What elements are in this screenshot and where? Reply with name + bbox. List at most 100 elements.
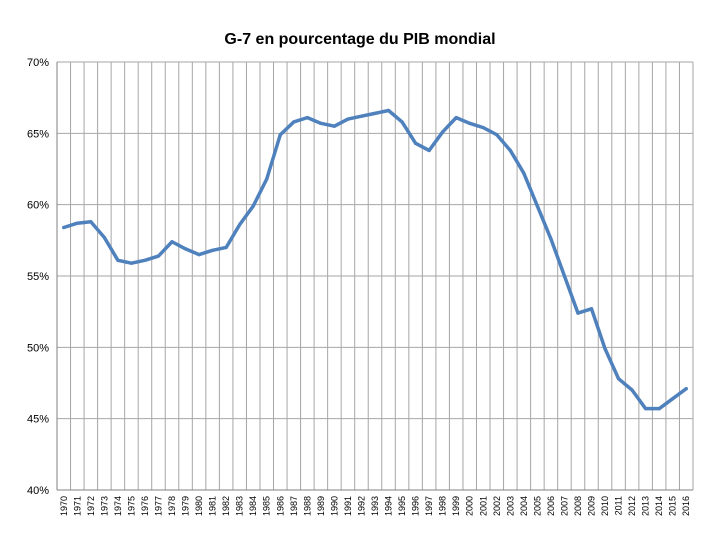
data-point bbox=[562, 274, 567, 278]
data-point bbox=[644, 407, 648, 411]
x-tick-label: 1971 bbox=[72, 496, 82, 516]
data-point bbox=[522, 171, 526, 175]
series-line bbox=[62, 108, 688, 411]
x-tick-label: 1982 bbox=[221, 496, 231, 516]
x-tick-label: 1990 bbox=[329, 496, 339, 516]
data-point bbox=[481, 126, 485, 130]
x-axis-tick-labels: 1970 1971 1972 1973 1974 1975 1976 1977 1978 1979… bbox=[59, 496, 691, 516]
x-tick-label: 1975 bbox=[126, 496, 136, 516]
data-point bbox=[400, 120, 404, 124]
data-point bbox=[671, 397, 675, 401]
data-point bbox=[684, 387, 688, 391]
data-point bbox=[129, 261, 134, 265]
data-point bbox=[589, 307, 594, 311]
data-point bbox=[89, 220, 93, 224]
y-tick-label: 70% bbox=[27, 57, 49, 69]
data-point bbox=[373, 111, 377, 115]
data-point bbox=[156, 254, 161, 258]
plot-area bbox=[56, 62, 693, 491]
data-point bbox=[657, 407, 661, 411]
x-tick-label: 1988 bbox=[302, 496, 312, 516]
x-tick-label: 2010 bbox=[600, 496, 610, 516]
data-point bbox=[441, 130, 445, 134]
x-tick-label: 1980 bbox=[194, 496, 204, 516]
x-tick-label: 2005 bbox=[532, 496, 542, 516]
x-tick-label: 1978 bbox=[167, 496, 177, 516]
x-tick-label: 2016 bbox=[681, 496, 691, 516]
x-tick-label: 1976 bbox=[140, 496, 150, 516]
data-point bbox=[197, 253, 201, 257]
x-tick-label: 1998 bbox=[438, 496, 448, 516]
x-tick-label: 2000 bbox=[465, 496, 475, 516]
y-tick-label: 55% bbox=[27, 271, 49, 283]
x-tick-label: 2009 bbox=[587, 496, 597, 516]
data-point bbox=[508, 148, 512, 153]
x-tick-label: 1973 bbox=[99, 496, 109, 516]
x-tick-label: 1996 bbox=[411, 496, 421, 516]
data-point bbox=[359, 114, 364, 118]
chart-title: G-7 en pourcentage du PIB mondial bbox=[224, 31, 495, 48]
x-tick-label: 1972 bbox=[86, 496, 96, 516]
x-tick-label: 1979 bbox=[181, 496, 191, 516]
data-point bbox=[630, 388, 634, 392]
x-tick-label: 2006 bbox=[546, 496, 556, 516]
x-tick-label: 2002 bbox=[492, 496, 502, 516]
x-tick-label: 1977 bbox=[153, 496, 163, 516]
x-tick-label: 1984 bbox=[248, 496, 258, 516]
data-point bbox=[278, 133, 282, 137]
data-point bbox=[224, 245, 228, 250]
x-tick-label: 2007 bbox=[559, 496, 569, 516]
y-tick-label: 60% bbox=[27, 200, 49, 212]
y-axis-tick-labels: 40% 45% 50% 55% 60% 65% 70% bbox=[27, 57, 49, 497]
data-point bbox=[413, 141, 418, 145]
y-tick-label: 50% bbox=[27, 342, 49, 354]
x-tick-label: 2015 bbox=[668, 496, 678, 516]
data-point bbox=[305, 116, 309, 120]
x-tick-label: 1987 bbox=[289, 496, 299, 516]
x-tick-label: 1991 bbox=[343, 496, 353, 516]
data-point bbox=[346, 117, 350, 121]
data-point bbox=[211, 248, 215, 252]
series-group bbox=[62, 108, 688, 411]
data-point bbox=[75, 221, 79, 225]
data-point bbox=[62, 225, 66, 230]
data-point bbox=[576, 311, 580, 315]
data-point bbox=[319, 121, 323, 125]
x-tick-label: 2004 bbox=[519, 496, 529, 516]
data-point bbox=[535, 204, 539, 208]
data-point bbox=[454, 116, 458, 120]
x-tick-label: 2011 bbox=[614, 496, 624, 515]
x-tick-label: 1995 bbox=[397, 496, 407, 516]
y-tick-label: 65% bbox=[27, 128, 49, 140]
x-tick-label: 2012 bbox=[627, 496, 637, 516]
x-tick-label: 1992 bbox=[356, 496, 366, 516]
y-tick-label: 40% bbox=[27, 485, 49, 497]
data-point bbox=[468, 121, 472, 125]
data-point bbox=[170, 240, 174, 244]
data-point bbox=[386, 108, 391, 113]
x-tick-label: 1986 bbox=[275, 496, 285, 516]
x-tick-label: 2014 bbox=[654, 496, 664, 516]
data-point bbox=[495, 133, 499, 137]
x-tick-label: 1983 bbox=[235, 496, 245, 516]
y-tick-label: 45% bbox=[27, 414, 49, 426]
data-point bbox=[265, 177, 269, 181]
x-tick-label: 1981 bbox=[208, 496, 218, 516]
x-tick-label: 1997 bbox=[424, 496, 434, 516]
x-tick-label: 2008 bbox=[573, 496, 583, 516]
data-point bbox=[616, 377, 621, 381]
data-point bbox=[238, 223, 242, 227]
x-tick-label: 1989 bbox=[316, 496, 326, 516]
x-tick-label: 1974 bbox=[113, 496, 123, 516]
x-tick-label: 1993 bbox=[370, 496, 380, 516]
x-tick-label: 2013 bbox=[641, 496, 651, 516]
data-point bbox=[143, 258, 147, 262]
data-point bbox=[292, 120, 296, 124]
data-point bbox=[603, 347, 607, 351]
x-tick-label: 1985 bbox=[262, 496, 272, 516]
data-point bbox=[251, 204, 255, 208]
data-point bbox=[549, 237, 553, 241]
data-point bbox=[332, 124, 337, 128]
data-point bbox=[102, 235, 106, 240]
